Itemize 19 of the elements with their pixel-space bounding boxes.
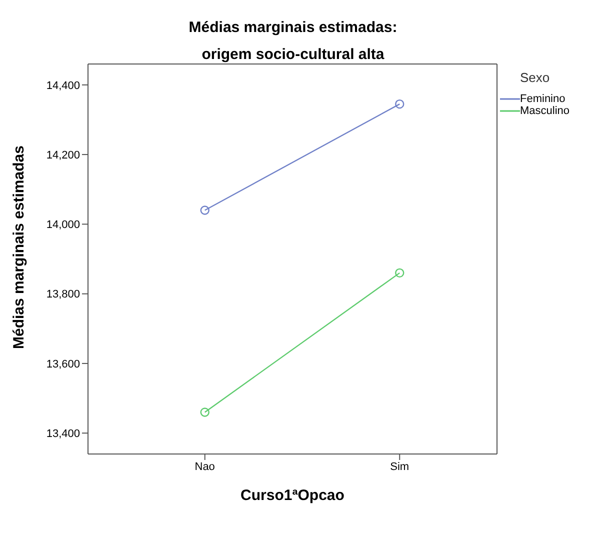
point bbox=[395, 99, 404, 109]
y-tick-label: 13,600 bbox=[46, 358, 80, 370]
point bbox=[200, 408, 210, 417]
point bbox=[395, 268, 404, 278]
y-tick-label: 14,200 bbox=[46, 149, 80, 162]
legend-label: Masculino bbox=[520, 105, 570, 117]
y-tick-label: 14,000 bbox=[46, 219, 80, 232]
chart-subtitle: origem socio-cultural alta bbox=[200, 45, 386, 65]
legend-title: Sexo bbox=[520, 70, 551, 85]
y-tick-label: 13,400 bbox=[46, 428, 80, 440]
y-tick-label: 13,800 bbox=[46, 288, 80, 301]
y-tick-label: 14,400 bbox=[46, 80, 80, 92]
x-axis-title: Curso1ªOpcao bbox=[240, 487, 344, 504]
x-tick-label: Nao bbox=[194, 460, 215, 473]
y-axis-title: Médias marginais estimadas bbox=[10, 146, 28, 349]
x-tick-label: Sim bbox=[390, 460, 410, 473]
point bbox=[200, 206, 210, 215]
legend-label: Feminino bbox=[520, 93, 566, 105]
chart-title: Médias marginais estimadas: bbox=[188, 18, 398, 38]
